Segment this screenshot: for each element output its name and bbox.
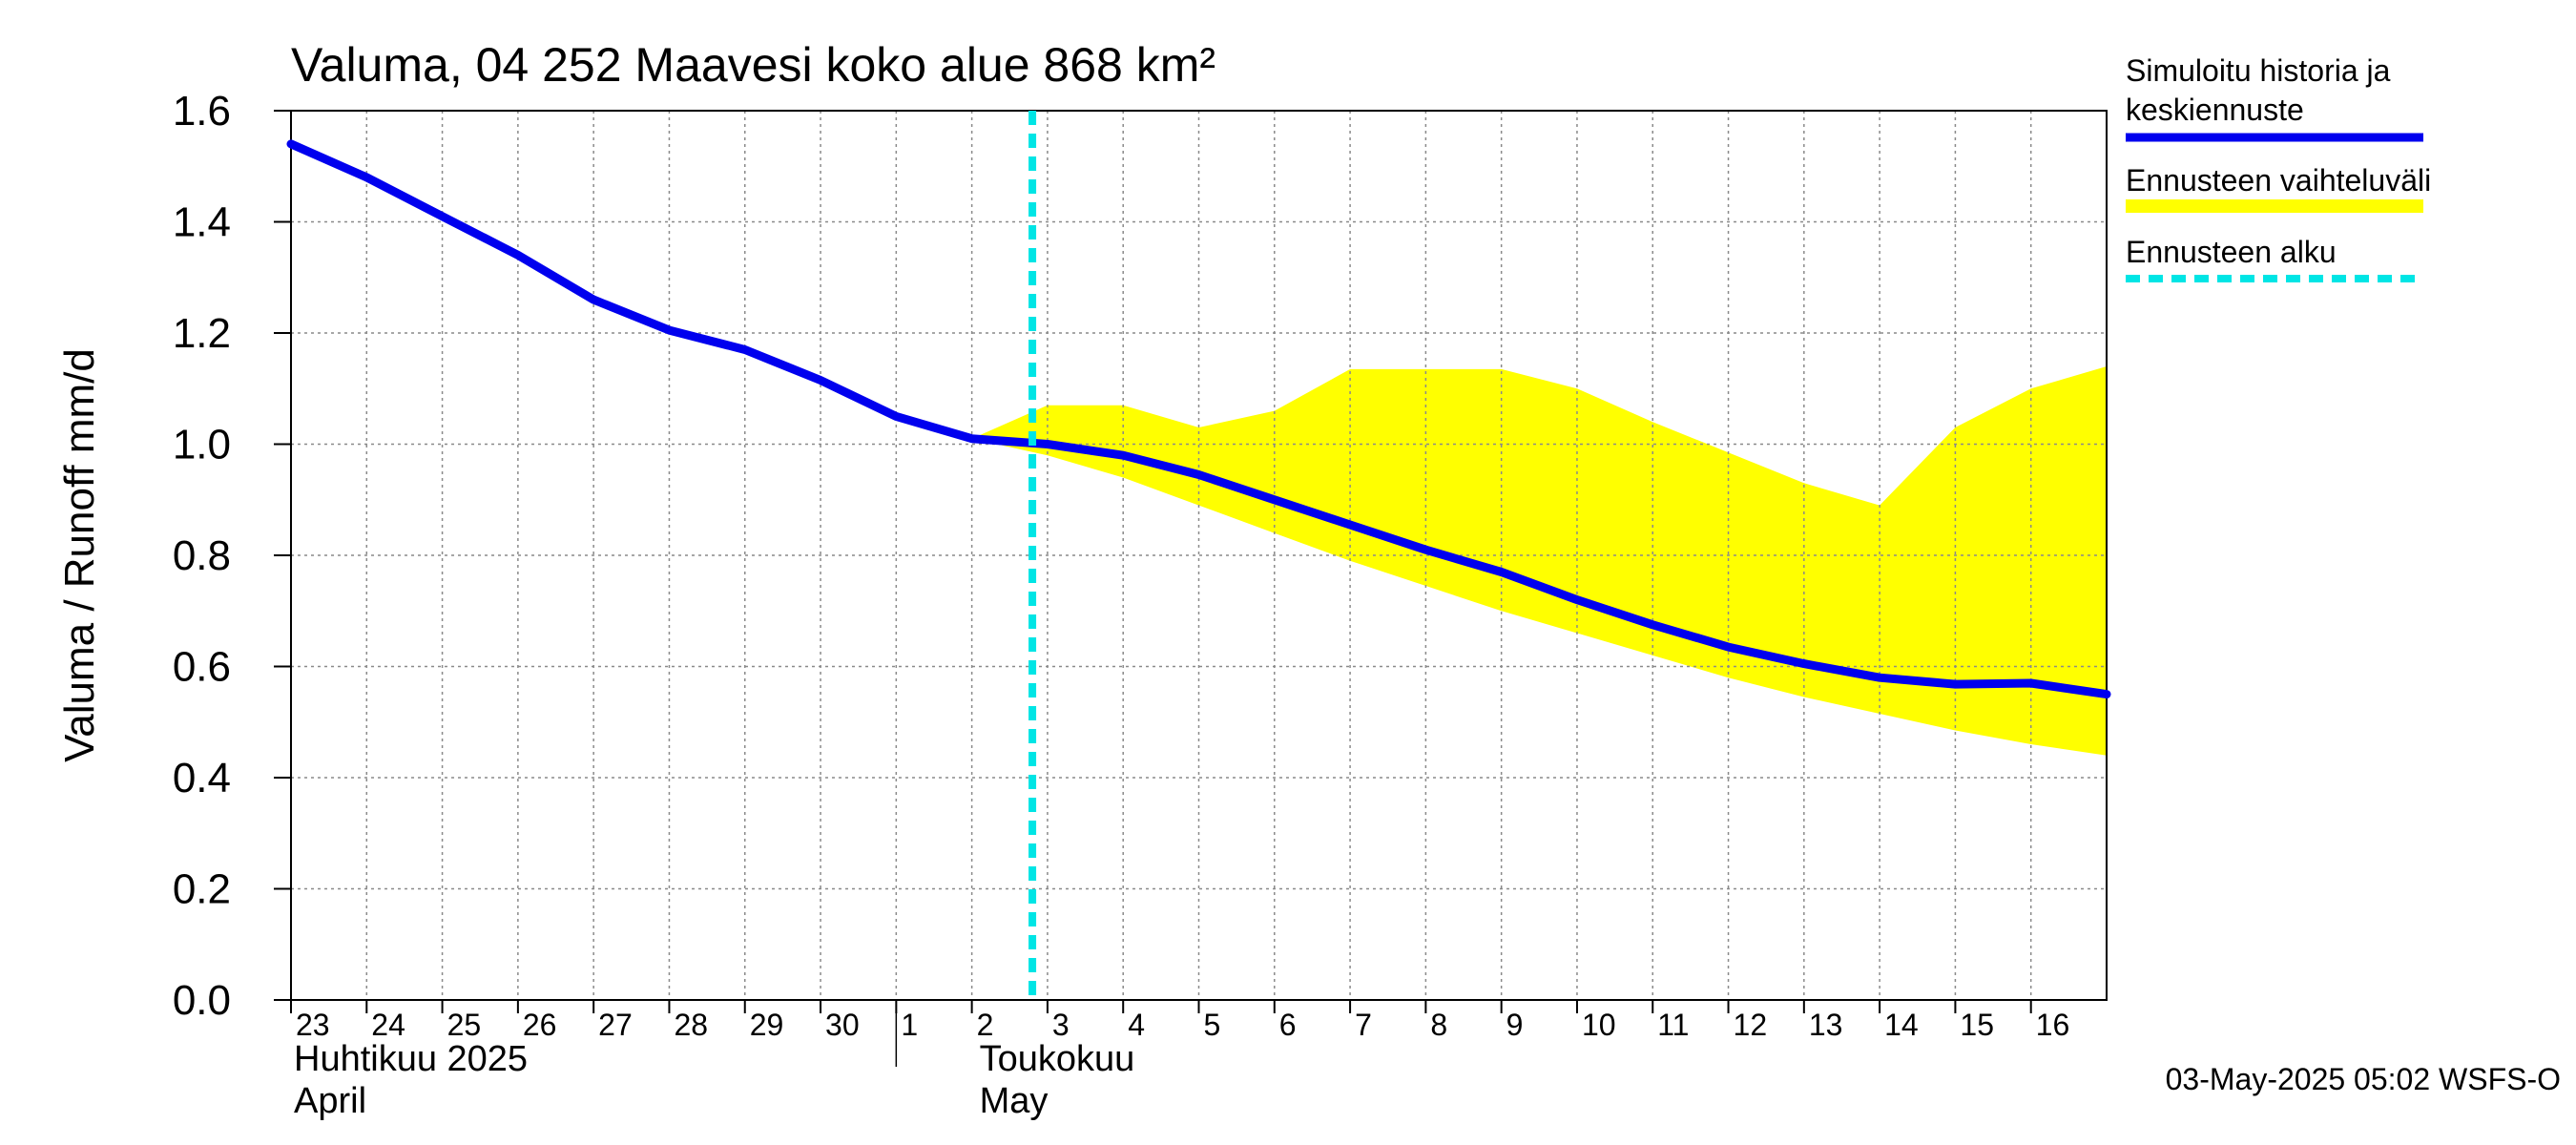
y-tick-label: 1.0 <box>173 422 231 468</box>
x-tick-label: 5 <box>1204 1008 1221 1042</box>
x-tick-label: 16 <box>2036 1008 2070 1042</box>
x-tick-label: 6 <box>1279 1008 1297 1042</box>
x-tick-label: 11 <box>1657 1008 1689 1042</box>
chart-title: Valuma, 04 252 Maavesi koko alue 868 km² <box>291 38 1215 92</box>
month-label: Toukokuu <box>980 1039 1135 1079</box>
x-tick-label: 1 <box>901 1008 918 1042</box>
y-tick-label: 0.2 <box>173 866 231 913</box>
y-tick-label: 0.4 <box>173 755 231 802</box>
x-tick-label: 25 <box>447 1008 482 1042</box>
legend: Simuloitu historia ja keskiennuste Ennuste… <box>2126 53 2431 282</box>
x-tick-label: 12 <box>1734 1008 1768 1042</box>
forecast-range-band <box>971 366 2107 756</box>
legend-label: Ennusteen alku <box>2126 235 2337 269</box>
legend-label-line2: keskiennuste <box>2126 93 2304 127</box>
y-tick-label: 1.4 <box>173 199 231 246</box>
month-label-en: April <box>294 1081 366 1121</box>
x-tick-label: 4 <box>1128 1008 1145 1042</box>
x-tick-label: 30 <box>825 1008 860 1042</box>
y-tick-label: 0.8 <box>173 532 231 579</box>
y-axis-label: Valuma / Runoff mm/d <box>56 348 103 762</box>
month-label: Huhtikuu 2025 <box>294 1039 528 1079</box>
y-tick-label: 0.0 <box>173 977 231 1024</box>
x-tick-label: 9 <box>1506 1008 1524 1042</box>
x-tick-label: 7 <box>1355 1008 1372 1042</box>
series-line-simulated <box>286 139 2111 699</box>
legend-label: Simuloitu historia ja <box>2126 53 2391 88</box>
x-tick-label: 24 <box>371 1008 405 1042</box>
x-tick-label: 3 <box>1052 1008 1070 1042</box>
x-tick-label: 13 <box>1809 1008 1843 1042</box>
x-tick-label: 26 <box>523 1008 557 1042</box>
x-tick-label: 27 <box>598 1008 633 1042</box>
x-tick-label: 29 <box>750 1008 784 1042</box>
x-tick-label: 23 <box>296 1008 330 1042</box>
legend-label: Ennusteen vaihteluväli <box>2126 163 2431 198</box>
y-tick-label: 1.6 <box>173 88 231 135</box>
x-tick-label: 2 <box>977 1008 994 1042</box>
x-tick-label: 14 <box>1884 1008 1919 1042</box>
plot-area: 0.0 0.2 0.4 0.6 0.8 1.0 1.2 1.4 1.6 Valuma / Runo… <box>56 88 2111 1121</box>
x-tick-label: 15 <box>1960 1008 1994 1042</box>
x-tick-label: 10 <box>1582 1008 1616 1042</box>
timestamp-footer: 03-May-2025 05:02 WSFS-O <box>2166 1062 2561 1096</box>
month-label-en: May <box>980 1081 1049 1121</box>
y-tick-label: 1.2 <box>173 310 231 357</box>
x-tick-label: 28 <box>674 1008 708 1042</box>
y-tick-label: 0.6 <box>173 644 231 691</box>
x-tick-label: 8 <box>1430 1008 1447 1042</box>
